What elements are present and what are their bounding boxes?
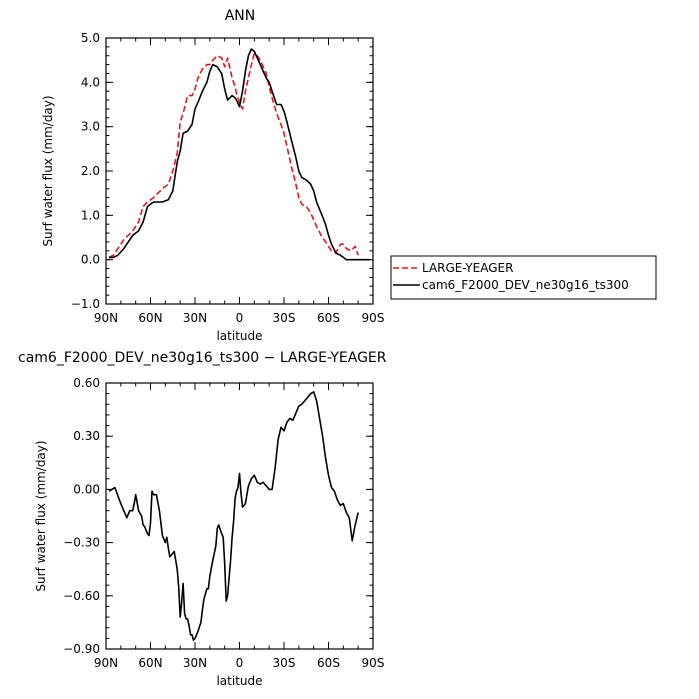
x-tick-label: 30S [273, 311, 296, 325]
x-tick-label: 90S [362, 656, 385, 670]
x-tick-label: 90N [94, 311, 118, 325]
y-tick-label: 2.0 [81, 164, 100, 178]
plot-frame [105, 37, 374, 305]
y-tick-label: 1.0 [81, 208, 100, 222]
x-axis-label: latitude [216, 329, 262, 343]
y-tick-label: 4.0 [81, 75, 100, 89]
y-tick-label: 0.60 [73, 376, 100, 390]
y-axis-label: Surf water flux (mm/day) [34, 440, 48, 591]
x-tick-label: 60S [317, 656, 340, 670]
x-tick-label: 30S [273, 656, 296, 670]
y-tick-label: −1.0 [71, 297, 100, 311]
series-line-1-2 [109, 48, 370, 261]
legend-box [390, 255, 657, 300]
legend-label: cam6_F2000_DEV_ne30g16_ts300 [422, 278, 629, 292]
x-tick-label: 0 [236, 656, 244, 670]
x-axis-label: latitude [216, 674, 262, 688]
y-axis-label: Surf water flux (mm/day) [41, 95, 55, 246]
y-tick-label: 0.00 [73, 482, 100, 496]
x-tick-label: 0 [236, 311, 244, 325]
legend-label: LARGE-YEAGER [422, 261, 513, 275]
x-tick-label: 30N [183, 311, 207, 325]
y-tick-label: 0.30 [73, 429, 100, 443]
x-tick-label: 90N [94, 656, 118, 670]
y-tick-label: 5.0 [81, 31, 100, 45]
series-line-2-1 [108, 391, 359, 641]
y-tick-label: 3.0 [81, 120, 100, 134]
y-tick-label: 0.0 [81, 253, 100, 267]
x-tick-label: 60S [317, 311, 340, 325]
series-line-1-1 [108, 52, 359, 259]
y-tick-label: −0.30 [63, 536, 100, 550]
y-tick-label: −0.60 [63, 589, 100, 603]
x-tick-label: 60N [138, 656, 162, 670]
y-tick-label: −0.90 [63, 642, 100, 656]
x-tick-label: 90S [362, 311, 385, 325]
x-tick-label: 30N [183, 656, 207, 670]
x-tick-label: 60N [138, 311, 162, 325]
plot-frame [105, 382, 374, 650]
chart-title: cam6_F2000_DEV_ne30g16_ts300 − LARGE-YEA… [18, 350, 387, 366]
legend: LARGE-YEAGER cam6_F2000_DEV_ne30g16_ts300 [390, 255, 657, 300]
chart-panel-1: ANN Surf water flux (mm/day) latitude 90N 60… [41, 8, 657, 343]
chart-panel-2: cam6_F2000_DEV_ne30g16_ts300 − LARGE-YEA… [18, 350, 387, 688]
chart-title: ANN [225, 8, 256, 24]
